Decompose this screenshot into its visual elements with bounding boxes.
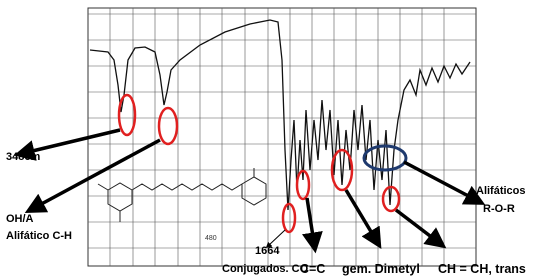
label: Conjugados. CO <box>222 263 309 275</box>
arrow <box>404 162 476 200</box>
label: 1664 <box>255 245 280 257</box>
label: OH/A <box>6 213 34 225</box>
highlight <box>159 108 177 144</box>
label: CH = CH, trans <box>438 262 526 276</box>
arrow <box>396 210 438 242</box>
spectrum-figure: 480 3486m OH/A Alifático C-H 1664 Conjug… <box>0 0 537 277</box>
label: Alifático C-H <box>6 230 72 242</box>
label: Alifáticos <box>476 185 526 197</box>
spectrum-trace <box>90 20 470 210</box>
molecule <box>98 168 266 222</box>
label: C=C <box>300 262 325 276</box>
arrow <box>24 130 120 153</box>
arrow <box>268 230 285 246</box>
arrow <box>34 140 160 208</box>
label: gem. Dimetyl <box>342 262 420 276</box>
label: R-O-R <box>483 203 515 215</box>
arrow <box>346 190 376 240</box>
label: 3486m <box>6 151 40 163</box>
highlight <box>283 204 295 232</box>
arrow <box>307 198 314 243</box>
highlight <box>119 95 135 135</box>
structure-label: 480 <box>205 235 217 242</box>
